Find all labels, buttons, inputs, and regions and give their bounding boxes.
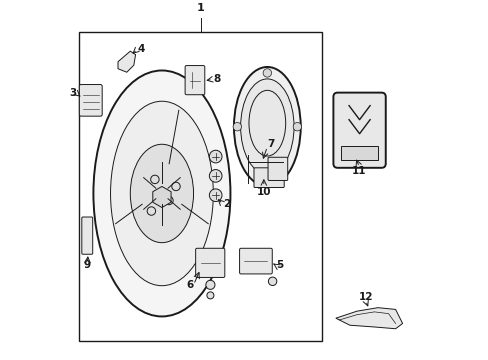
Text: 12: 12 (358, 292, 372, 302)
Text: 11: 11 (351, 166, 366, 176)
FancyBboxPatch shape (81, 217, 93, 254)
Text: 10: 10 (256, 187, 270, 197)
Text: 8: 8 (212, 74, 220, 84)
FancyBboxPatch shape (79, 85, 102, 116)
Circle shape (293, 122, 301, 131)
Text: 9: 9 (84, 261, 91, 270)
Circle shape (209, 170, 222, 182)
Circle shape (205, 280, 215, 289)
FancyBboxPatch shape (185, 66, 204, 95)
Circle shape (209, 150, 222, 163)
FancyBboxPatch shape (253, 168, 284, 188)
Circle shape (206, 292, 213, 299)
Circle shape (209, 189, 222, 202)
Circle shape (268, 277, 276, 285)
FancyBboxPatch shape (267, 157, 287, 180)
Bar (341, 146, 377, 160)
Ellipse shape (240, 79, 293, 175)
Text: 2: 2 (222, 199, 229, 209)
Text: 3: 3 (69, 88, 77, 98)
Ellipse shape (93, 71, 230, 316)
Ellipse shape (110, 101, 213, 286)
Polygon shape (335, 308, 402, 329)
Text: 7: 7 (266, 139, 274, 149)
Ellipse shape (130, 144, 193, 243)
Circle shape (233, 122, 241, 131)
FancyBboxPatch shape (333, 93, 385, 168)
FancyBboxPatch shape (239, 248, 272, 274)
Ellipse shape (233, 67, 300, 186)
FancyBboxPatch shape (195, 248, 224, 278)
Bar (79, 32, 321, 341)
Circle shape (263, 176, 271, 185)
Text: 6: 6 (186, 280, 193, 290)
Text: 4: 4 (137, 44, 144, 54)
Text: 5: 5 (276, 261, 283, 270)
Circle shape (263, 69, 271, 77)
Text: 1: 1 (196, 3, 204, 13)
Polygon shape (118, 51, 135, 72)
